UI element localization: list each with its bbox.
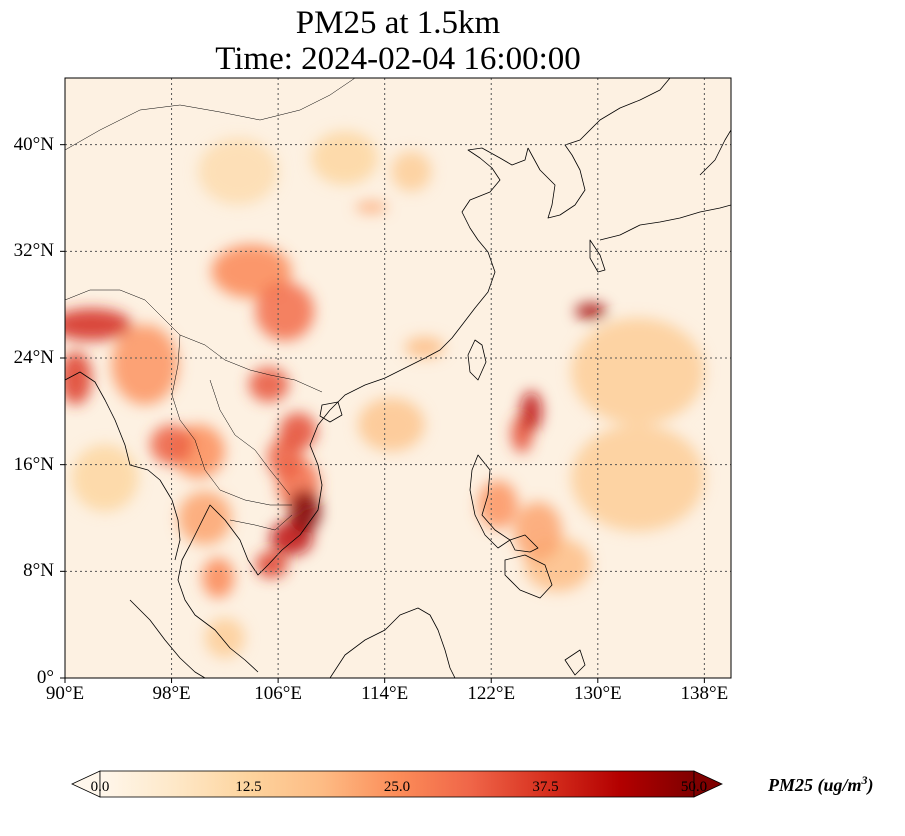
pm25-hotspot xyxy=(477,480,518,529)
pm25-hotspot xyxy=(198,138,279,205)
colorbar-tick-label: 37.5 xyxy=(532,779,559,795)
lon-tick-label: 106°E xyxy=(254,683,302,704)
pm25-hotspot xyxy=(358,398,425,452)
colorbar-tick-label: 12.5 xyxy=(235,779,262,795)
pm25-hotspot xyxy=(202,558,235,598)
pm25-field xyxy=(65,131,705,658)
coastline-visayas xyxy=(509,534,539,553)
colorbar-label: PM25 (ug/m3) xyxy=(768,773,874,796)
pm25-hotspot xyxy=(248,367,289,402)
lat-tick-label: 24°N xyxy=(13,347,54,368)
pm25-hotspot xyxy=(71,444,139,512)
pm25-hotspot xyxy=(355,202,388,213)
colorbar xyxy=(71,770,723,798)
pm25-hotspot xyxy=(575,303,608,320)
pm25-hotspot xyxy=(311,131,379,185)
pm25-hotspot xyxy=(513,501,562,561)
coastline-korea xyxy=(527,78,671,219)
lon-tick-label: 138°E xyxy=(680,683,729,704)
colorbar-label-exponent: 3 xyxy=(861,773,868,787)
pm25-hotspot xyxy=(255,551,288,579)
coastline-indochina xyxy=(177,409,331,673)
colorbar-gradient xyxy=(99,770,695,798)
colorbar-extend-high xyxy=(693,770,723,798)
gridlines xyxy=(65,78,731,678)
pm25-hotspot xyxy=(204,618,245,658)
pm25-hotspot xyxy=(288,490,321,533)
tick-marks xyxy=(60,144,705,683)
pm25-hotspot xyxy=(65,308,132,341)
lon-tick-label: 130°E xyxy=(573,683,622,704)
pm25-hotspot xyxy=(178,491,232,545)
colorbar-label-suffix: ) xyxy=(867,775,874,795)
lat-tick-label: 40°N xyxy=(13,133,54,155)
coastline-mindanao xyxy=(504,554,553,599)
lon-tick-label: 98°E xyxy=(152,683,191,704)
plot-frame xyxy=(64,77,732,679)
coastline-china xyxy=(329,147,529,411)
country-borders xyxy=(65,78,356,531)
coastline-kyushu xyxy=(589,239,606,273)
pm25-hotspot xyxy=(65,351,92,405)
lat-tick-label: 8°N xyxy=(23,560,54,582)
coastline-japan xyxy=(599,204,731,241)
coastline-borneo xyxy=(329,607,456,678)
lat-tick-label: 32°N xyxy=(13,240,54,262)
chart-subtitle-time: Time: 2024-02-04 16:00:00 xyxy=(215,41,581,77)
pm25-hotspot xyxy=(255,282,315,341)
colorbar-tick-label: 25.0 xyxy=(383,779,411,795)
pm25-hotspot xyxy=(391,151,432,192)
chart-title: PM25 at 1.5km xyxy=(295,5,501,41)
pm25-hotspot xyxy=(571,318,705,425)
coastline-luzon xyxy=(469,454,511,549)
pm25-hotspot xyxy=(279,412,317,451)
lat-tick-label: 0° xyxy=(36,667,54,688)
lon-tick-label: 114°E xyxy=(361,683,409,704)
coastline-sumatra xyxy=(129,599,206,678)
coastline-taiwan xyxy=(467,339,487,381)
pm25-hotspot xyxy=(211,244,292,298)
pm25-hotspot xyxy=(520,391,542,432)
pm25-hotspot xyxy=(404,336,445,359)
colorbar-label-text: PM25 (ug/m xyxy=(768,775,862,795)
lon-tick-label: 122°E xyxy=(467,683,516,704)
colorbar-tick-label: 0.0 xyxy=(90,779,110,795)
pm25-hotspot xyxy=(571,424,705,532)
coastline-papua xyxy=(564,649,586,676)
pm25-hotspot xyxy=(111,324,179,405)
colorbar-tick-label: 50.0 xyxy=(680,779,708,795)
coastline-honshu-north xyxy=(699,129,731,176)
lat-tick-label: 16°N xyxy=(13,453,54,475)
lon-tick-label: 90°E xyxy=(45,683,85,704)
coastline-hainan xyxy=(319,401,343,423)
